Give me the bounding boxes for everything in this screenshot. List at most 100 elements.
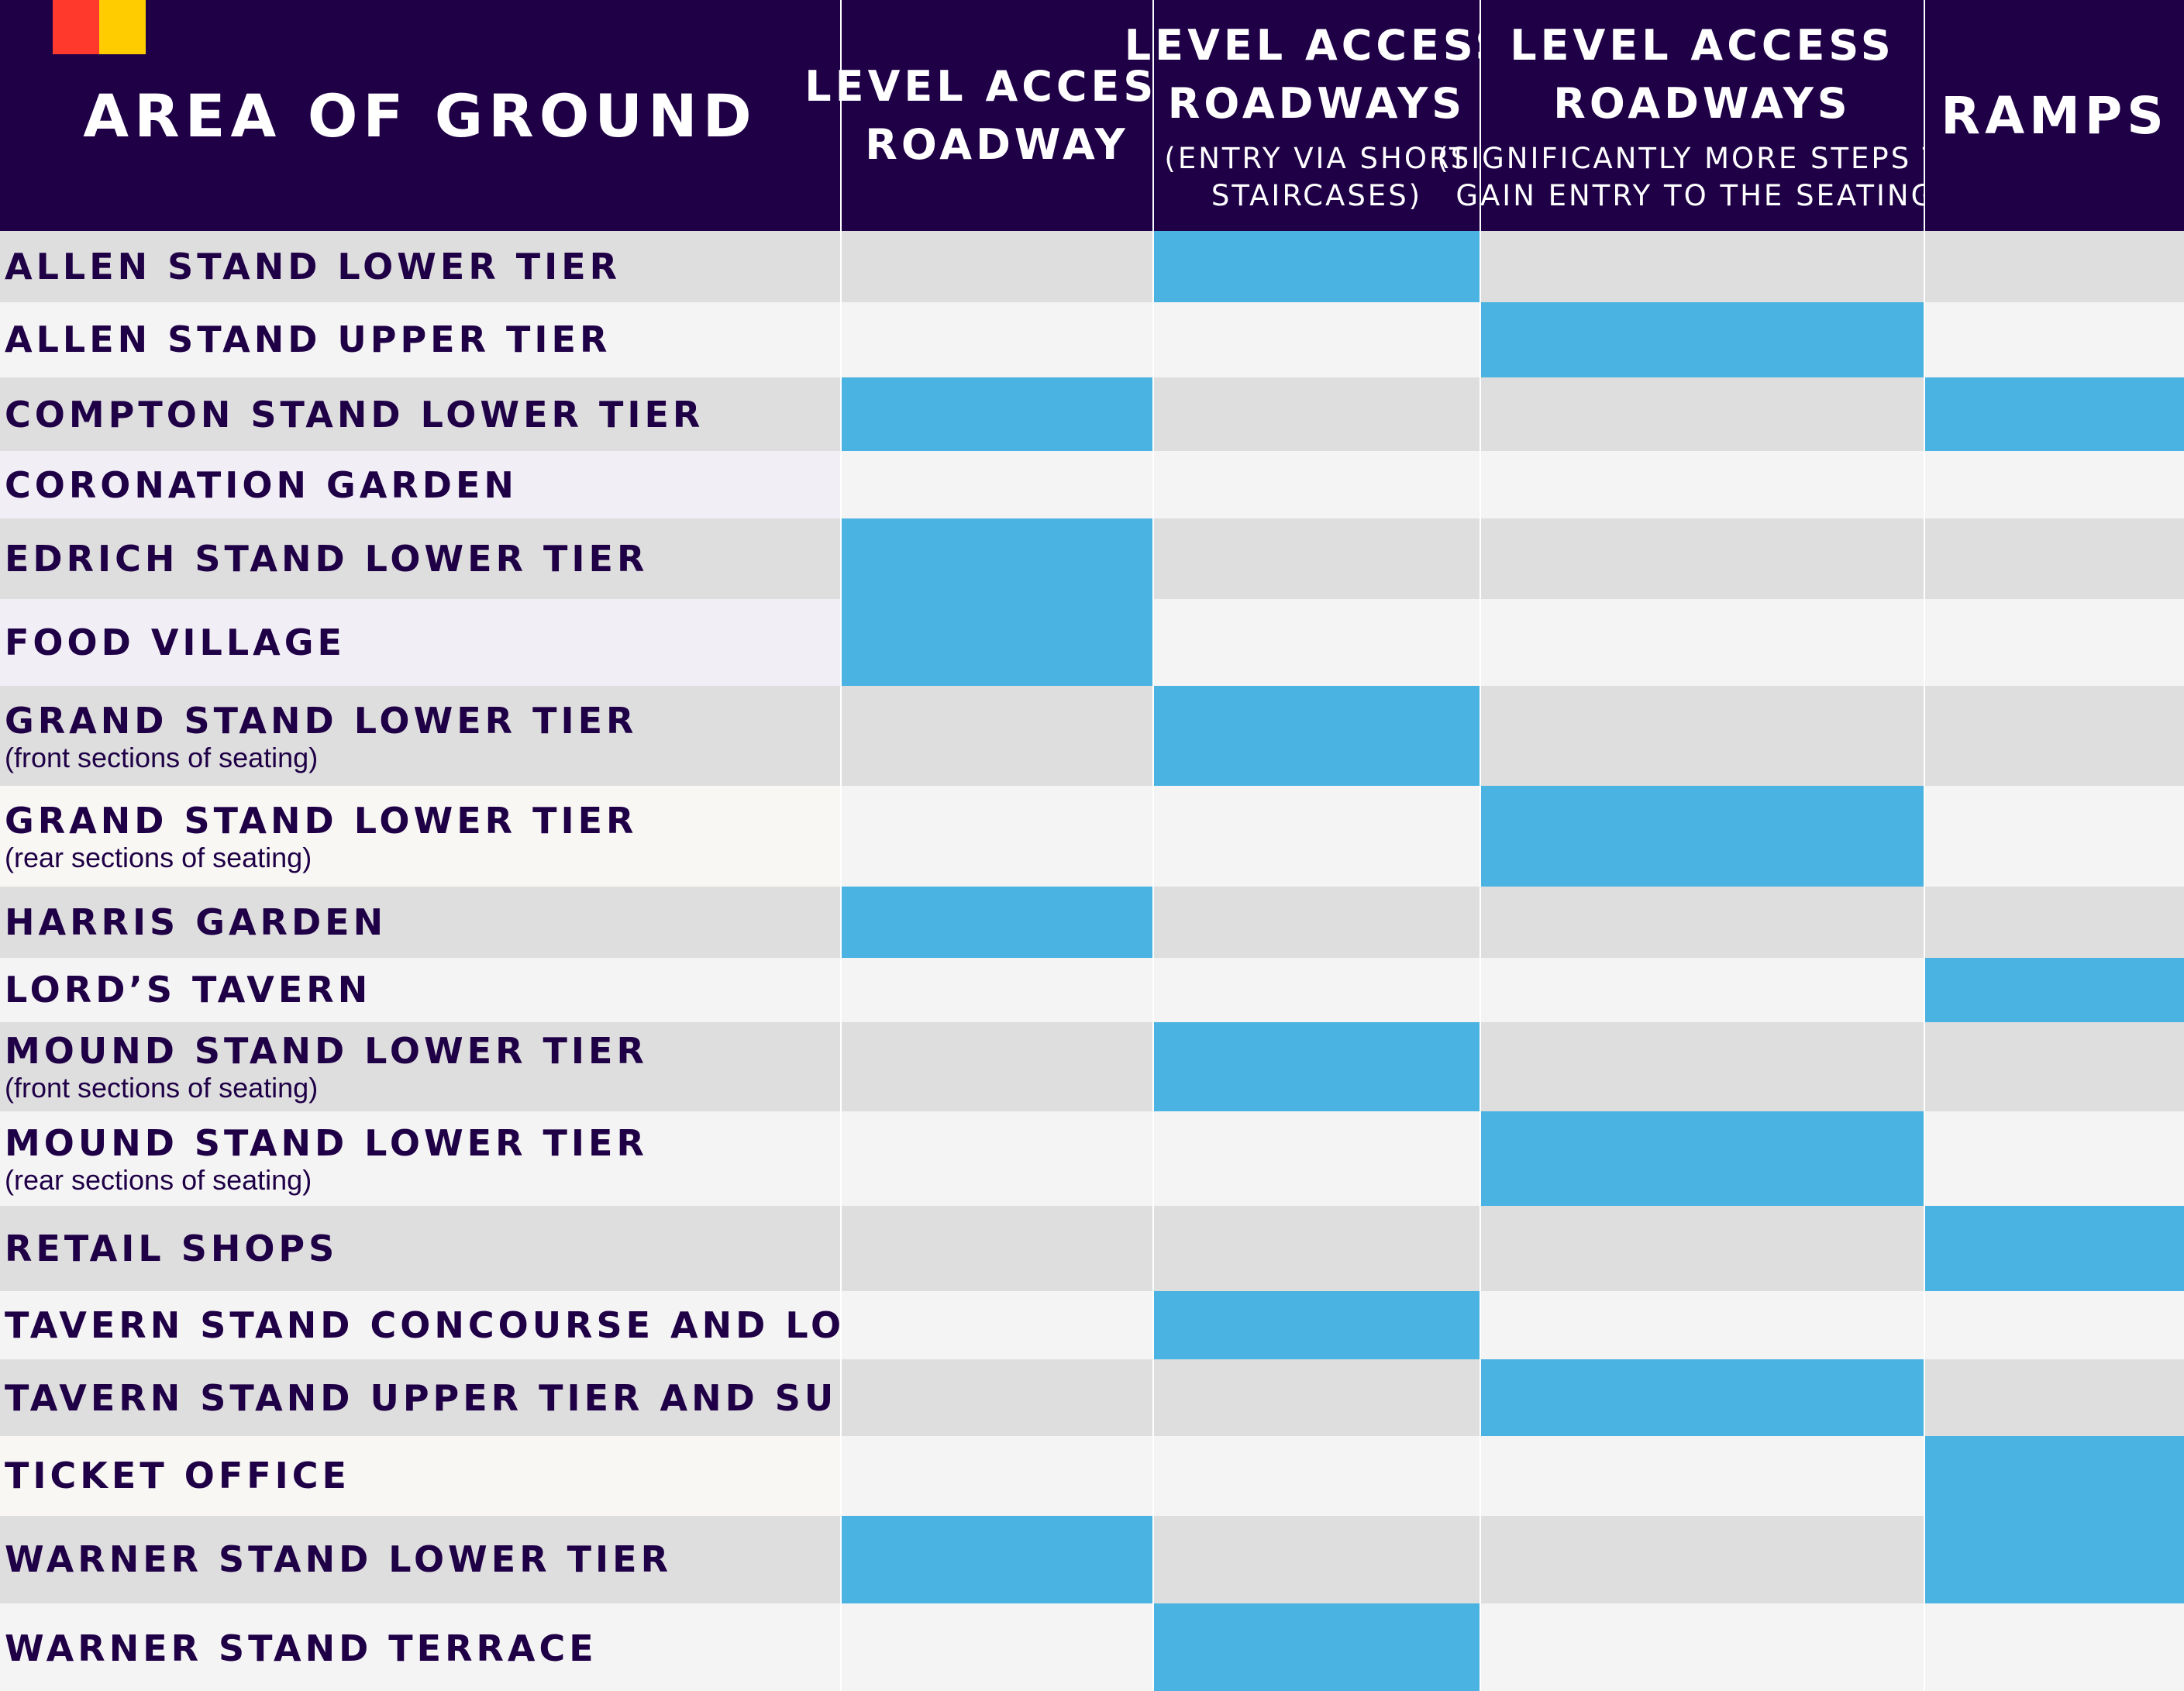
area-note: (front sections of seating): [5, 1072, 319, 1104]
empty-cell: [840, 1603, 1152, 1691]
header-level-access-roadway: LEVEL ACCESS ROADWAY: [804, 0, 1186, 231]
access-mark-cell: [1924, 1436, 2184, 1516]
empty-cell: [1924, 301, 2184, 377]
access-mark-cell: [840, 1515, 1152, 1604]
empty-cell: [1924, 786, 2184, 887]
access-mark-cell: [1480, 786, 1924, 887]
empty-cell: [1924, 886, 2184, 958]
empty-cell: [840, 1359, 1152, 1437]
access-mark-cell: [1924, 377, 2184, 452]
area-cell: TAVERN STAND UPPER TIER AND SUITES: [0, 1359, 941, 1437]
access-mark-cell: [1152, 1021, 1480, 1111]
empty-cell: [1480, 685, 1924, 787]
empty-cell: [1480, 377, 1924, 452]
header-col3-sub-line1: (SIGNIFICANTLY MORE STEPS TO: [1437, 142, 1968, 175]
area-name: FOOD VILLAGE: [5, 621, 346, 663]
brand-logo: [53, 0, 146, 54]
area-name: LORD’S TAVERN: [5, 969, 372, 1011]
logo-yellow-block: [99, 0, 146, 54]
area-name: HARRIS GARDEN: [5, 901, 388, 943]
area-name: RETAIL SHOPS: [5, 1228, 339, 1269]
empty-cell: [1480, 231, 1924, 302]
header-col1-title-line1: LEVEL ACCESS: [804, 62, 1190, 111]
area-name: WARNER STAND LOWER TIER: [5, 1538, 672, 1581]
header-col2-title-line1: LEVEL ACCESS: [1124, 21, 1510, 70]
area-name: TAVERN STAND UPPER TIER AND SUITES: [5, 1376, 941, 1419]
header-col2-title-line2: ROADWAYS: [1167, 79, 1466, 128]
empty-cell: [840, 957, 1152, 1022]
empty-cell: [1152, 1206, 1480, 1291]
area-name: ALLEN STAND LOWER TIER: [5, 245, 622, 288]
empty-cell: [1152, 1436, 1480, 1516]
empty-cell: [1480, 1290, 1924, 1360]
area-cell: COMPTON STAND LOWER TIER: [0, 377, 840, 452]
empty-cell: [840, 301, 1152, 377]
empty-cell: [1924, 451, 2184, 518]
empty-cell: [840, 1206, 1152, 1291]
empty-cell: [1152, 377, 1480, 452]
empty-cell: [1924, 231, 2184, 302]
empty-cell: [1152, 1515, 1480, 1604]
header-col2-sub-line1: (ENTRY VIA SHORT: [1164, 142, 1469, 175]
empty-cell: [1152, 599, 1480, 686]
empty-cell: [840, 1021, 1152, 1111]
header-col1-title-line2: ROADWAY: [865, 120, 1129, 169]
empty-cell: [840, 786, 1152, 887]
empty-cell: [840, 1290, 1152, 1360]
access-mark-cell: [840, 377, 1152, 452]
access-mark-cell: [1480, 1111, 1924, 1207]
empty-cell: [1924, 1603, 2184, 1691]
empty-cell: [1152, 301, 1480, 377]
empty-cell: [1480, 451, 1924, 518]
header-col3-title-line1: LEVEL ACCESS: [1510, 21, 1895, 70]
area-name: MOUND STAND LOWER TIER: [5, 1030, 648, 1073]
access-mark-cell: [840, 518, 1152, 600]
empty-cell: [1480, 1515, 1924, 1604]
empty-cell: [1480, 957, 1924, 1022]
empty-cell: [840, 231, 1152, 302]
area-name: ALLEN STAND UPPER TIER: [5, 319, 611, 361]
empty-cell: [840, 685, 1152, 787]
access-mark-cell: [1152, 1603, 1480, 1691]
empty-cell: [1152, 1111, 1480, 1207]
empty-cell: [1152, 957, 1480, 1022]
header-col4-title: RAMPS: [1941, 85, 2168, 146]
area-note: (rear sections of seating): [5, 1163, 312, 1196]
header-ramps: RAMPS: [1924, 0, 2184, 231]
empty-cell: [1152, 518, 1480, 600]
empty-cell: [1480, 886, 1924, 958]
area-cell: GRAND STAND LOWER TIER (front sections of…: [0, 685, 840, 787]
empty-cell: [1152, 451, 1480, 518]
area-cell: MOUND STAND LOWER TIER (rear sections of …: [0, 1111, 840, 1207]
access-mark-cell: [840, 886, 1152, 958]
area-name: WARNER STAND TERRACE: [5, 1627, 598, 1669]
area-cell: LORD’S TAVERN: [0, 957, 840, 1022]
empty-cell: [1152, 1359, 1480, 1437]
area-note: (rear sections of seating): [5, 842, 312, 874]
empty-cell: [1152, 886, 1480, 958]
area-cell: ALLEN STAND UPPER TIER: [0, 301, 840, 377]
empty-cell: [1924, 599, 2184, 686]
area-cell: HARRIS GARDEN: [0, 886, 840, 958]
access-mark-cell: [1924, 957, 2184, 1022]
access-mark-cell: [1152, 231, 1480, 302]
area-note: (front sections of seating): [5, 741, 319, 773]
empty-cell: [1480, 518, 1924, 600]
header-area-title: AREA OF GROUND: [83, 81, 757, 150]
access-mark-cell: [1152, 685, 1480, 787]
area-name: CORONATION GARDEN: [5, 463, 518, 506]
area-cell: ALLEN STAND LOWER TIER: [0, 231, 840, 302]
header-col3-title-line2: ROADWAYS: [1553, 79, 1852, 128]
empty-cell: [840, 1436, 1152, 1516]
area-name: MOUND STAND LOWER TIER: [5, 1121, 648, 1164]
area-cell: WARNER STAND LOWER TIER: [0, 1515, 840, 1604]
access-mark-cell: [1924, 1206, 2184, 1291]
empty-cell: [1924, 518, 2184, 600]
area-cell: RETAIL SHOPS: [0, 1206, 840, 1291]
empty-cell: [1924, 1021, 2184, 1111]
empty-cell: [840, 1111, 1152, 1207]
area-cell: TAVERN STAND CONCOURSE AND LOWER TIER: [0, 1290, 1065, 1360]
empty-cell: [1924, 685, 2184, 787]
empty-cell: [840, 451, 1152, 518]
access-mark-cell: [840, 599, 1152, 686]
